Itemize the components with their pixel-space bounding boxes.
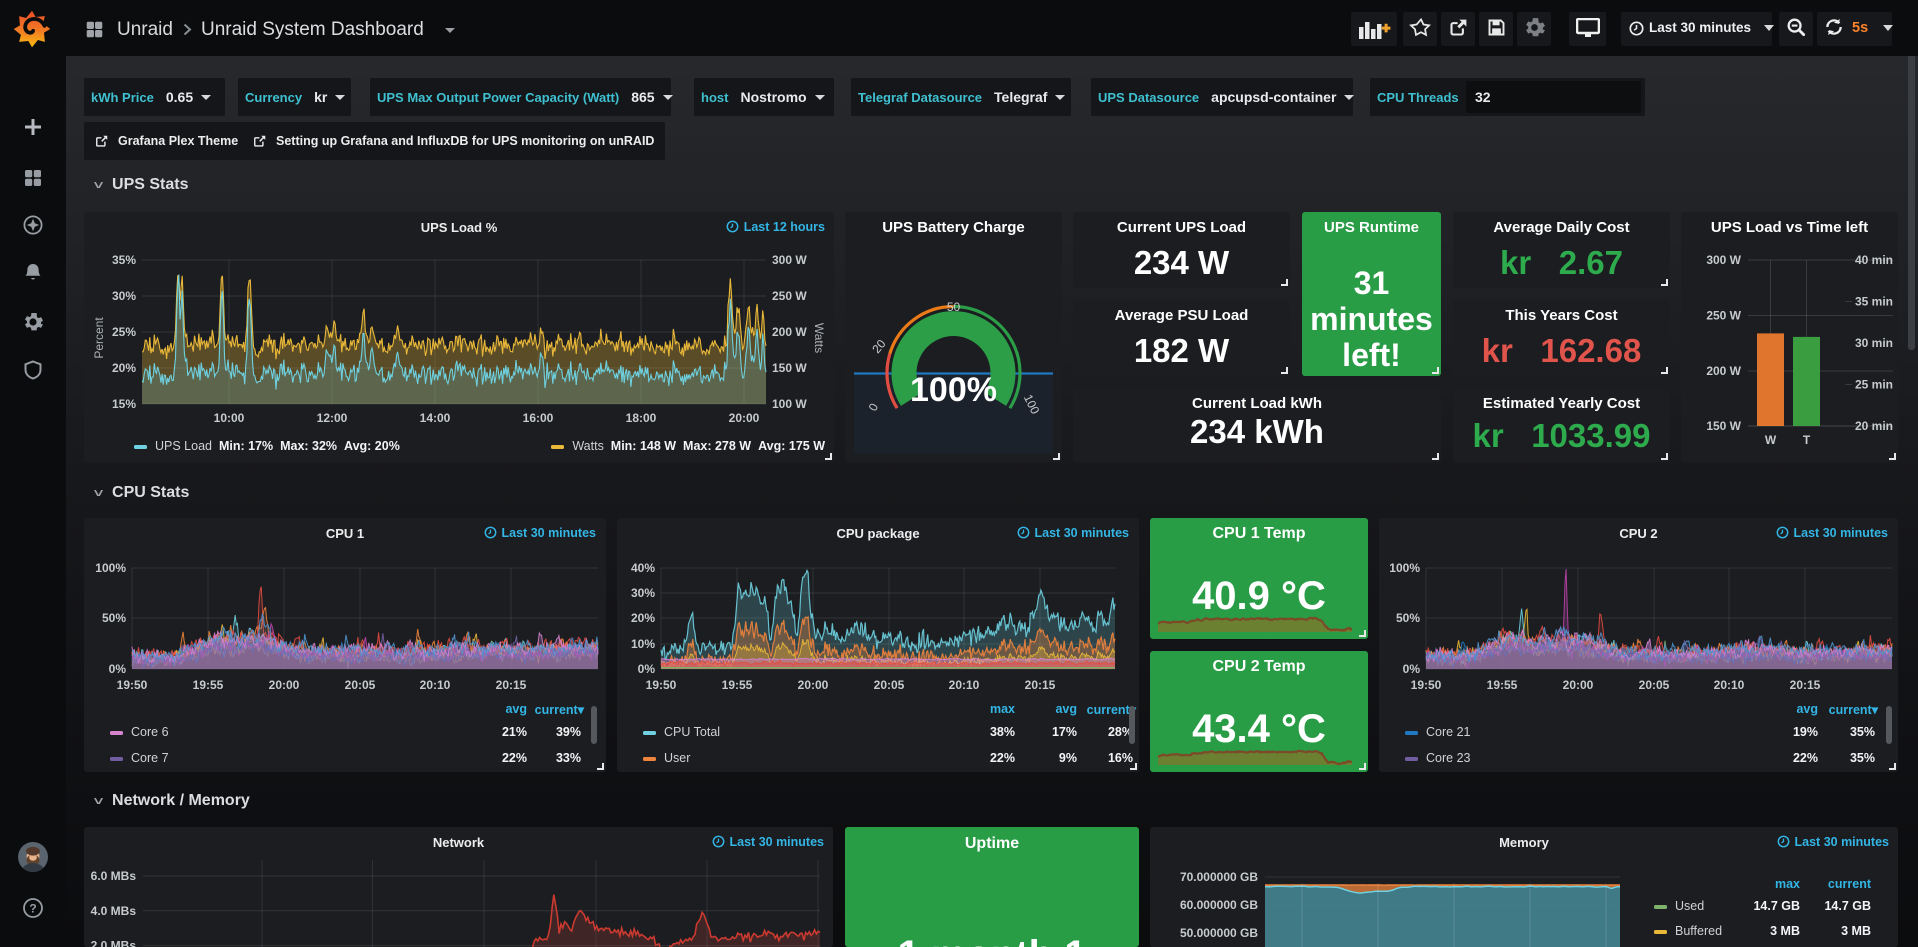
svg-text:30 min: 30 min bbox=[1855, 336, 1893, 350]
svg-text:20:05: 20:05 bbox=[874, 678, 905, 692]
svg-text:25%: 25% bbox=[112, 325, 136, 339]
svg-text:19:55: 19:55 bbox=[193, 678, 224, 692]
svg-text:18:00: 18:00 bbox=[626, 411, 657, 425]
svg-text:20%: 20% bbox=[631, 611, 655, 625]
svg-text:W: W bbox=[1765, 433, 1777, 447]
svg-text:20:00: 20:00 bbox=[798, 678, 829, 692]
svg-text:20: 20 bbox=[869, 337, 889, 356]
svg-text:50%: 50% bbox=[102, 611, 126, 625]
svg-text:19:55: 19:55 bbox=[1487, 678, 1518, 692]
svg-text:20:05: 20:05 bbox=[345, 678, 376, 692]
svg-text:20 min: 20 min bbox=[1855, 419, 1893, 433]
svg-text:150 W: 150 W bbox=[1706, 419, 1741, 433]
svg-text:150 W: 150 W bbox=[772, 361, 807, 375]
svg-text:0%: 0% bbox=[109, 662, 127, 676]
svg-text:100 W: 100 W bbox=[772, 397, 807, 411]
svg-text:50.000000 GB: 50.000000 GB bbox=[1180, 926, 1258, 940]
svg-text:2.0 MBs: 2.0 MBs bbox=[91, 939, 137, 947]
svg-text:19:50: 19:50 bbox=[117, 678, 148, 692]
svg-text:100%: 100% bbox=[1389, 561, 1420, 575]
svg-text:40%: 40% bbox=[631, 561, 655, 575]
svg-text:20:00: 20:00 bbox=[729, 411, 760, 425]
svg-text:19:50: 19:50 bbox=[646, 678, 677, 692]
svg-text:20%: 20% bbox=[112, 361, 136, 375]
svg-text:20:05: 20:05 bbox=[1639, 678, 1670, 692]
svg-text:20:00: 20:00 bbox=[269, 678, 300, 692]
svg-text:19:55: 19:55 bbox=[722, 678, 753, 692]
svg-text:50%: 50% bbox=[1396, 611, 1420, 625]
svg-text:300 W: 300 W bbox=[1706, 253, 1741, 267]
svg-text:T: T bbox=[1803, 433, 1811, 447]
svg-text:12:00: 12:00 bbox=[317, 411, 348, 425]
svg-text:20:15: 20:15 bbox=[1025, 678, 1056, 692]
svg-text:10:00: 10:00 bbox=[214, 411, 245, 425]
svg-text:?: ? bbox=[29, 902, 36, 916]
svg-text:35 min: 35 min bbox=[1855, 295, 1893, 309]
svg-text:35%: 35% bbox=[112, 253, 136, 267]
svg-text:20:10: 20:10 bbox=[1714, 678, 1745, 692]
svg-text:20:10: 20:10 bbox=[420, 678, 451, 692]
svg-text:20:15: 20:15 bbox=[1790, 678, 1821, 692]
svg-text:Percent: Percent bbox=[92, 317, 106, 359]
svg-text:6.0 MBs: 6.0 MBs bbox=[91, 869, 137, 883]
svg-text:10%: 10% bbox=[631, 637, 655, 651]
svg-text:14:00: 14:00 bbox=[420, 411, 451, 425]
svg-text:20:10: 20:10 bbox=[949, 678, 980, 692]
svg-text:20:00: 20:00 bbox=[1563, 678, 1594, 692]
svg-text:200 W: 200 W bbox=[772, 325, 807, 339]
svg-text:100%: 100% bbox=[95, 561, 126, 575]
svg-text:4.0 MBs: 4.0 MBs bbox=[91, 904, 137, 918]
svg-text:50: 50 bbox=[947, 300, 961, 314]
svg-text:0%: 0% bbox=[638, 662, 656, 676]
svg-text:40 min: 40 min bbox=[1855, 253, 1893, 267]
svg-text:300 W: 300 W bbox=[772, 253, 807, 267]
svg-text:25 min: 25 min bbox=[1855, 378, 1893, 392]
svg-text:100%: 100% bbox=[910, 371, 997, 409]
svg-text:250 W: 250 W bbox=[772, 289, 807, 303]
svg-text:15%: 15% bbox=[112, 397, 136, 411]
svg-text:60.000000 GB: 60.000000 GB bbox=[1180, 898, 1258, 912]
svg-text:19:50: 19:50 bbox=[1411, 678, 1442, 692]
svg-text:250 W: 250 W bbox=[1706, 309, 1741, 323]
svg-text:200 W: 200 W bbox=[1706, 364, 1741, 378]
svg-text:Watts: Watts bbox=[812, 323, 826, 353]
svg-text:70.000000 GB: 70.000000 GB bbox=[1180, 870, 1258, 884]
svg-text:0%: 0% bbox=[1403, 662, 1421, 676]
svg-text:16:00: 16:00 bbox=[523, 411, 554, 425]
svg-text:20:15: 20:15 bbox=[496, 678, 527, 692]
svg-text:30%: 30% bbox=[631, 586, 655, 600]
svg-text:30%: 30% bbox=[112, 289, 136, 303]
